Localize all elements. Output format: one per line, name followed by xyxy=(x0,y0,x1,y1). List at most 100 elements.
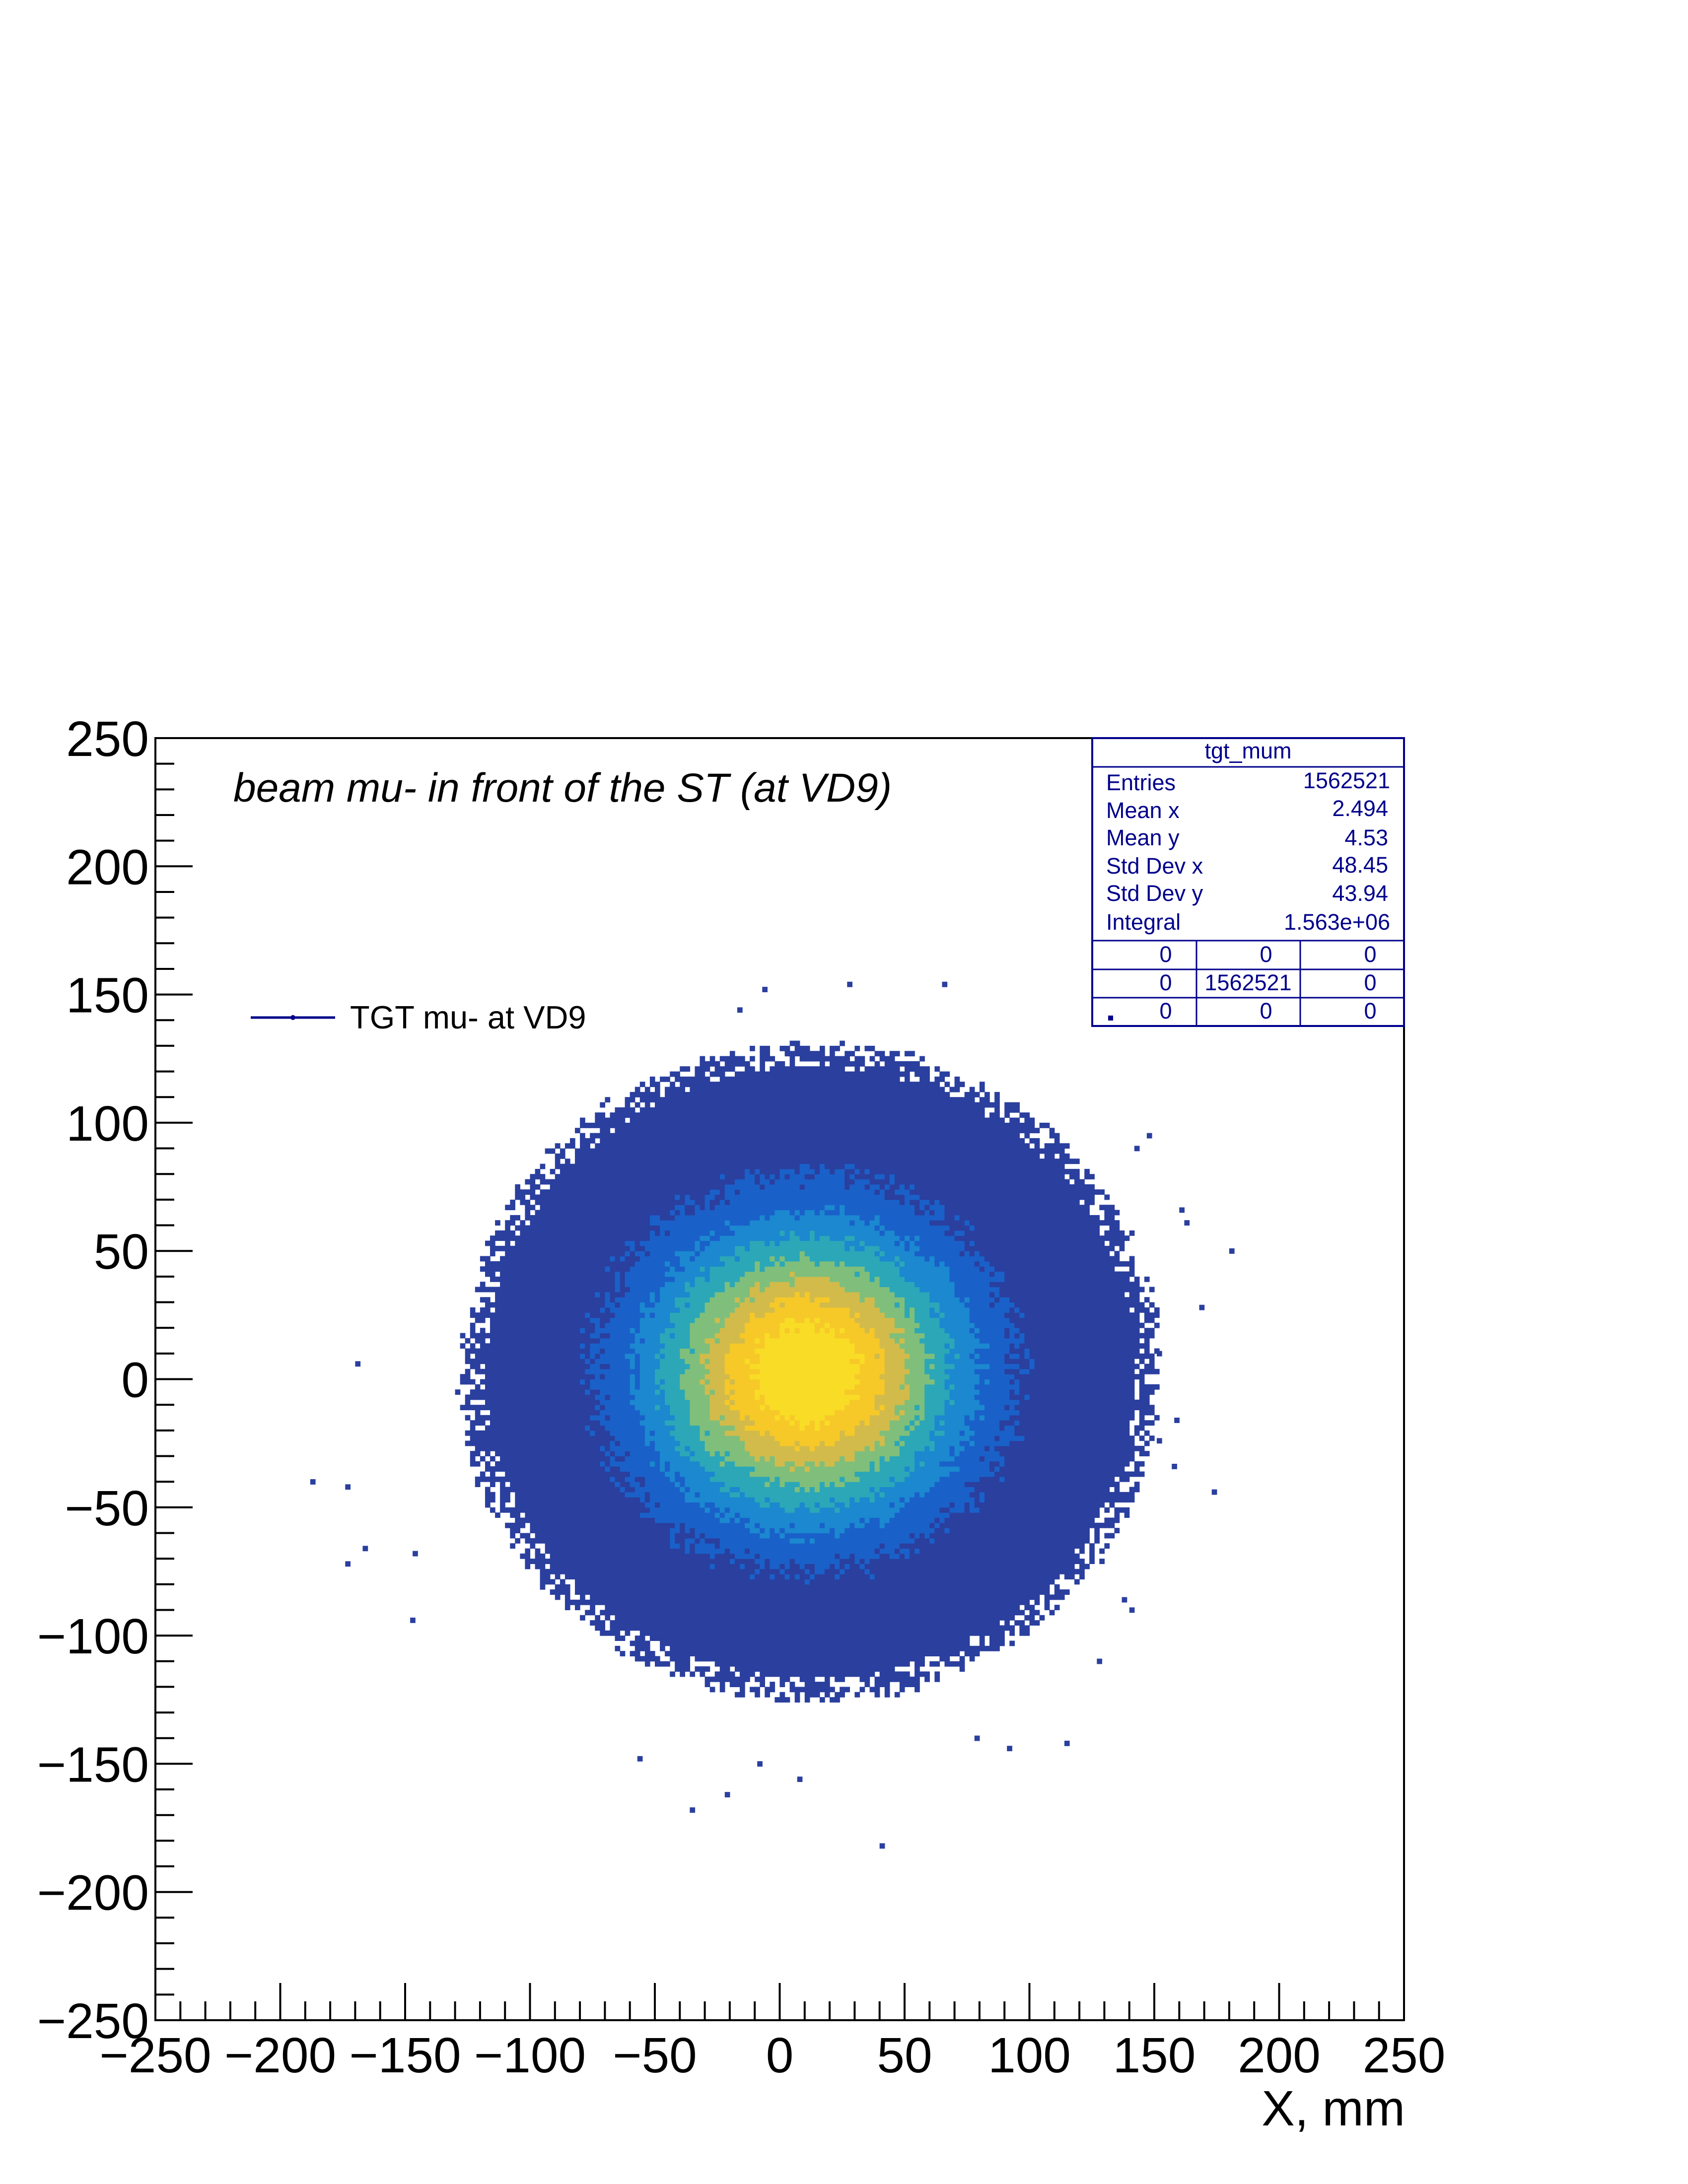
heatmap-bin xyxy=(724,1359,730,1365)
heatmap-bin xyxy=(644,1656,650,1662)
heatmap-bin xyxy=(564,1353,570,1359)
heatmap-bin xyxy=(595,1122,600,1128)
heatmap-bin xyxy=(585,1220,590,1226)
heatmap-bin xyxy=(649,1507,655,1513)
heatmap-bin xyxy=(719,1174,725,1180)
heatmap-bin xyxy=(670,1574,675,1579)
heatmap-bin xyxy=(680,1292,685,1297)
heatmap-bin xyxy=(670,1656,675,1662)
heatmap-bin xyxy=(625,1312,631,1318)
heatmap-bin xyxy=(714,1168,720,1174)
heatmap-bin xyxy=(665,1092,670,1097)
heatmap-bin xyxy=(630,1487,635,1493)
heatmap-bin xyxy=(625,1538,631,1544)
heatmap-bin xyxy=(665,1276,670,1282)
heatmap-bin xyxy=(675,1261,680,1267)
heatmap-bin xyxy=(580,1482,585,1487)
heatmap-bin xyxy=(675,1194,680,1200)
heatmap-bin xyxy=(655,1522,660,1528)
heatmap-bin xyxy=(685,1266,691,1272)
heatmap-bin xyxy=(625,1564,631,1570)
heatmap-bin xyxy=(550,1415,556,1421)
heatmap-bin xyxy=(505,1333,510,1339)
heatmap-bin xyxy=(700,1440,705,1446)
heatmap-bin xyxy=(590,1440,595,1446)
heatmap-bin xyxy=(480,1456,486,1462)
heatmap-bin xyxy=(535,1430,541,1436)
heatmap-bin xyxy=(680,1205,685,1211)
heatmap-bin xyxy=(729,1374,735,1380)
heatmap-bin xyxy=(670,1430,675,1436)
heatmap-bin xyxy=(644,1661,650,1667)
heatmap-bin xyxy=(714,1405,720,1411)
heatmap-bin xyxy=(709,1451,715,1456)
heatmap-bin xyxy=(685,1328,691,1334)
heatmap-bin xyxy=(530,1230,536,1236)
heatmap-bin xyxy=(660,1261,665,1267)
heatmap-bin xyxy=(585,1533,590,1539)
heatmap-bin xyxy=(560,1168,565,1174)
heatmap-bin xyxy=(685,1235,691,1241)
heatmap-bin xyxy=(570,1353,575,1359)
heatmap-bin xyxy=(530,1497,536,1502)
heatmap-bin xyxy=(690,1405,696,1411)
heatmap-bin xyxy=(630,1276,635,1282)
heatmap-bin xyxy=(540,1348,546,1354)
heatmap-bin xyxy=(719,1338,725,1344)
heatmap-bin xyxy=(564,1261,570,1267)
heatmap-bin xyxy=(670,1205,675,1211)
heatmap-bin xyxy=(714,1522,720,1528)
heatmap-bin xyxy=(560,1482,565,1487)
heatmap-bin xyxy=(615,1415,621,1421)
heatmap-bin xyxy=(719,1451,725,1456)
heatmap-bin xyxy=(515,1256,520,1262)
heatmap-bin xyxy=(505,1507,510,1513)
heatmap-bin xyxy=(560,1502,565,1508)
heatmap-bin xyxy=(660,1538,665,1544)
heatmap-bin xyxy=(555,1328,561,1334)
heatmap-bin xyxy=(675,1553,680,1559)
heatmap-bin xyxy=(634,1594,640,1600)
heatmap-bin xyxy=(704,1430,710,1436)
heatmap-bin xyxy=(550,1451,556,1456)
heatmap-bin xyxy=(605,1333,611,1339)
heatmap-bin xyxy=(580,1322,585,1328)
heatmap-bin xyxy=(620,1348,626,1354)
heatmap-bin xyxy=(630,1569,635,1574)
heatmap-bin xyxy=(600,1343,605,1349)
heatmap-bin xyxy=(655,1569,660,1574)
heatmap-bin xyxy=(610,1579,616,1585)
heatmap-bin xyxy=(735,1194,740,1200)
heatmap-bin xyxy=(540,1517,546,1523)
heatmap-bin xyxy=(665,1282,670,1288)
heatmap-bin xyxy=(500,1440,505,1446)
heatmap-bin xyxy=(675,1143,680,1149)
heatmap-bin xyxy=(545,1359,551,1365)
heatmap-bin xyxy=(564,1282,570,1288)
heatmap-bin xyxy=(735,1087,740,1092)
heatmap-bin xyxy=(660,1559,665,1564)
heatmap-bin xyxy=(625,1599,631,1605)
heatmap-bin xyxy=(680,1564,685,1570)
heatmap-bin xyxy=(515,1240,520,1246)
heatmap-bin xyxy=(525,1517,531,1523)
heatmap-bin xyxy=(560,1584,565,1590)
heatmap-bin xyxy=(670,1230,675,1236)
heatmap-bin xyxy=(510,1461,515,1467)
heatmap-bin xyxy=(520,1389,526,1395)
heatmap-bin xyxy=(724,1297,730,1303)
heatmap-bin xyxy=(575,1359,580,1365)
heatmap-bin xyxy=(639,1410,645,1416)
heatmap-bin xyxy=(590,1425,595,1431)
heatmap-bin xyxy=(630,1461,635,1467)
heatmap-bin xyxy=(704,1153,710,1159)
heatmap-bin xyxy=(550,1461,556,1467)
heatmap-bin xyxy=(564,1497,570,1502)
heatmap-bin xyxy=(680,1287,685,1293)
heatmap-bin xyxy=(620,1128,626,1134)
heatmap-bin xyxy=(709,1071,715,1077)
heatmap-bin xyxy=(555,1394,561,1400)
heatmap-bin xyxy=(729,1328,735,1334)
heatmap-bin xyxy=(540,1497,546,1502)
heatmap-bin xyxy=(724,1159,730,1164)
